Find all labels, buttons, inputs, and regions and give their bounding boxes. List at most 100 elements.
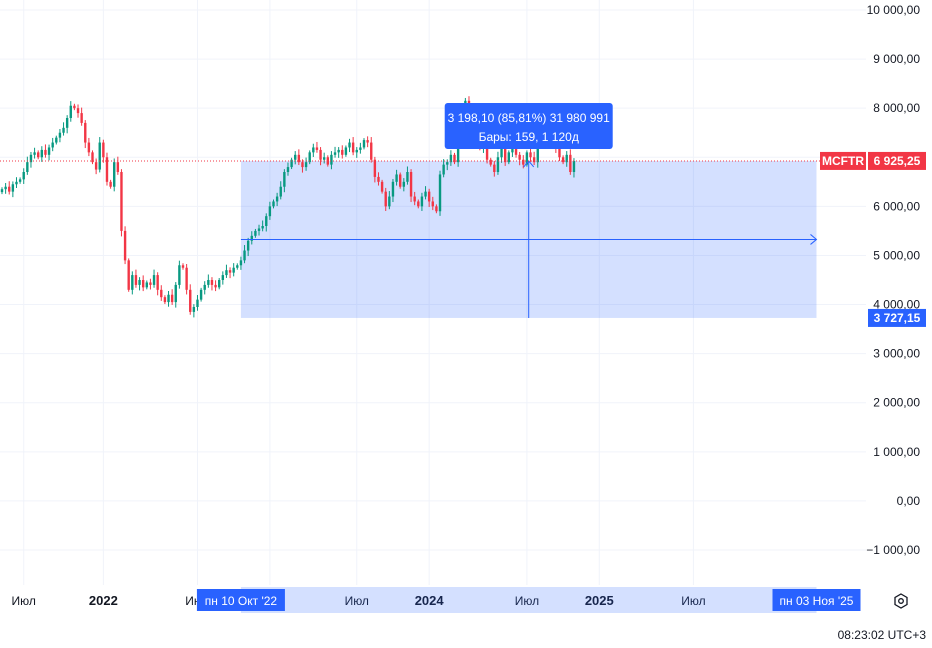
candle <box>109 179 112 189</box>
candle <box>399 172 402 189</box>
candle <box>522 155 525 169</box>
candle <box>304 157 308 171</box>
candle <box>351 137 355 156</box>
candle <box>138 277 141 291</box>
candle <box>141 275 145 292</box>
candle <box>116 156 120 175</box>
candle <box>359 142 362 154</box>
x-axis[interactable]: Июл2022Июл2023Июл2024Июл2025Июл <box>12 587 817 613</box>
candle <box>98 137 101 173</box>
candle <box>395 169 398 186</box>
candle <box>55 135 58 145</box>
candle <box>29 151 33 168</box>
candle <box>232 263 235 277</box>
candle <box>330 151 333 170</box>
candle <box>225 264 228 278</box>
candle <box>199 287 203 302</box>
x-tick-label: Июл <box>12 594 36 608</box>
candle <box>163 295 167 305</box>
candle <box>37 150 40 160</box>
candle <box>40 146 44 162</box>
candle <box>102 139 105 163</box>
y-tick-label: 5 000,00 <box>873 248 920 262</box>
gear-icon[interactable] <box>893 593 909 609</box>
candle <box>380 179 384 194</box>
candle <box>301 159 304 173</box>
candle <box>322 152 326 164</box>
y-tick-label: −1 000,00 <box>866 543 920 557</box>
symbol-name: MCFTR <box>822 154 864 168</box>
last-price-badge: 6 925,25 <box>868 151 926 170</box>
candle <box>210 277 214 291</box>
candle <box>214 280 217 292</box>
candle <box>76 104 80 118</box>
candle <box>218 278 221 290</box>
candle <box>424 186 427 200</box>
candle <box>62 122 65 136</box>
candle <box>123 226 127 265</box>
candle <box>243 245 246 264</box>
candle <box>402 178 406 192</box>
candle <box>529 148 532 162</box>
candle <box>341 145 344 159</box>
last-price-value: 6 925,25 <box>874 154 921 168</box>
candle <box>348 138 351 153</box>
candle <box>91 150 94 165</box>
candle <box>427 188 431 207</box>
candle <box>203 281 206 295</box>
date-start-label: пн 10 Окт '22 <box>205 594 278 608</box>
candle <box>87 137 91 157</box>
candle <box>265 213 268 232</box>
symbol-label: MCFTR <box>820 151 866 170</box>
candle <box>170 289 174 305</box>
candle <box>250 231 253 245</box>
candle <box>152 269 156 288</box>
candle <box>178 260 181 289</box>
candle <box>236 263 239 270</box>
candle <box>355 147 358 158</box>
candle <box>84 120 87 149</box>
y-tick-label: 1 000,00 <box>873 445 920 459</box>
candle <box>65 115 69 134</box>
candle <box>15 177 18 189</box>
candle <box>518 151 521 166</box>
candle <box>449 150 453 166</box>
candle <box>337 147 340 158</box>
candle <box>167 290 170 307</box>
candle <box>388 191 391 210</box>
candle <box>286 162 290 176</box>
candle <box>275 192 279 207</box>
candle <box>47 144 51 161</box>
x-tick-label: 2022 <box>89 593 118 608</box>
candle <box>391 178 395 203</box>
candle <box>11 181 15 198</box>
candle <box>496 151 500 175</box>
candle <box>417 199 420 209</box>
candle <box>362 138 366 150</box>
candle <box>174 282 177 308</box>
candle <box>561 155 565 165</box>
candle <box>279 181 282 200</box>
y-tick-label: 10 000,00 <box>867 3 921 17</box>
y-tick-label: 4 000,00 <box>873 298 920 312</box>
candle <box>192 304 196 318</box>
candle <box>149 278 152 290</box>
candle <box>156 272 159 296</box>
candle <box>51 137 54 152</box>
candle <box>221 271 225 285</box>
candle <box>80 107 83 126</box>
candle <box>113 158 116 192</box>
y-axis[interactable]: 10 000,00 9 000,00 8 000,00 6 000,00 5 000,0… <box>866 3 920 557</box>
candle <box>189 284 192 315</box>
clock[interactable]: 08:23:02 UTC+3 <box>837 628 926 642</box>
low-price-badge: 3 727,15 <box>868 308 926 327</box>
low-price-value: 3 727,15 <box>874 311 921 325</box>
candle <box>319 147 322 166</box>
candle <box>525 150 529 167</box>
candle <box>565 151 568 167</box>
candle <box>493 160 496 177</box>
y-tick-label: 0,00 <box>897 494 921 508</box>
candle <box>373 156 377 183</box>
date-end-label: пн 03 Ноя '25 <box>780 594 854 608</box>
